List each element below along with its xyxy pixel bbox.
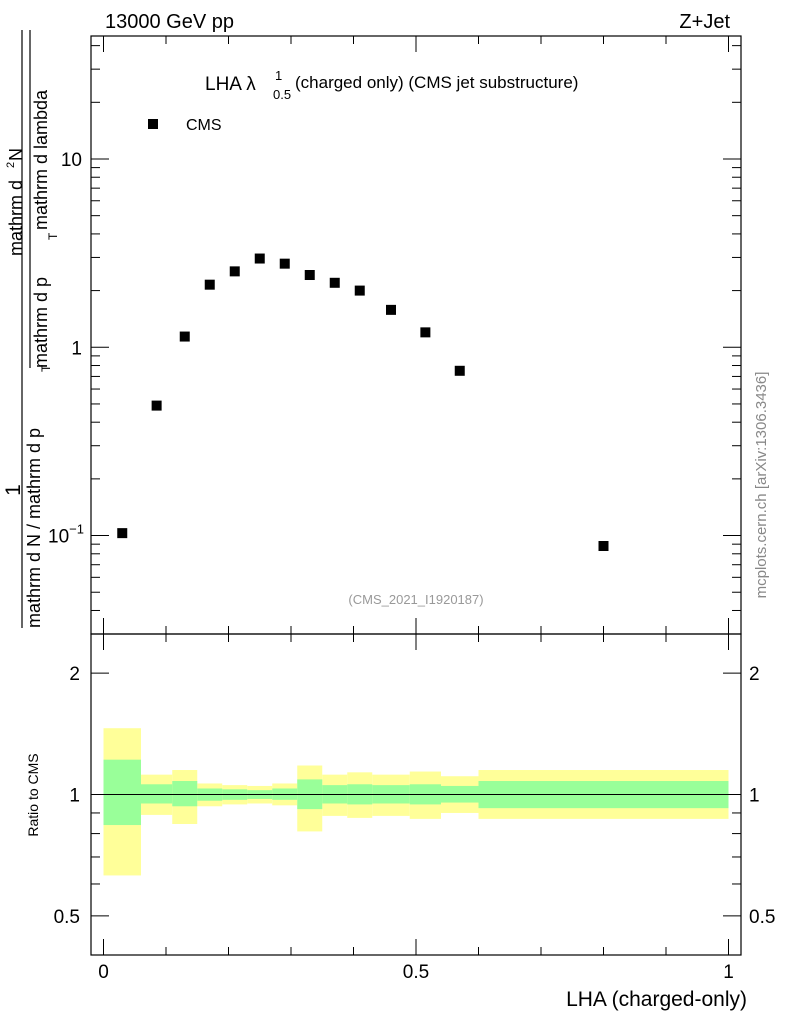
cms-data-point [229,266,240,277]
x-tick-label: 0 [98,962,109,983]
x-axis-label: LHA (charged-only) [566,988,747,1011]
ratio-y-tick-label-left: 0.5 [54,907,80,928]
ratio-y-tick-label-left: 2 [69,664,80,685]
mcplots-side-label: mcplots.cern.ch [arXiv:1306.3436] [753,372,770,599]
cms-data-point [151,400,162,411]
cms-data-point [117,528,128,539]
x-tick-label: 0.5 [403,962,429,983]
analysis-watermark: (CMS_2021_I1920187) [348,592,483,607]
axes [90,35,742,956]
y-tick-label: 10 [61,150,82,171]
cms-data-point [386,304,396,315]
plot-title: LHA λ [205,74,256,95]
legend-marker [148,119,158,129]
y-label-frac-numerator: mathrm d [6,180,26,256]
cms-data-point [598,541,609,552]
ratio-y-tick-label-right: 0.5 [749,907,775,928]
x-tick-label: 1 [723,962,734,983]
main-y-axis-label: 1 mathrm d N / mathrm d p T mathrm d 2 N… [2,30,60,628]
y-label-frac-denominator-sub: T [46,232,60,240]
cms-data-point [354,285,365,296]
cms-data-point [304,270,315,281]
y-label-denominator-sub: T [39,364,53,372]
ratio-y-tick-label-left: 1 [69,786,80,807]
plot-title-subscript: 0.5 [273,87,291,102]
y-label-frac-sup: 2 [5,162,17,168]
cms-data-point [179,331,190,342]
cms-data-point [279,258,290,269]
y-tick-label: 1 [71,338,82,359]
cms-data-point [254,253,265,264]
y-label-one: 1 [2,484,25,496]
cms-data-markers [117,253,609,552]
header-energy-label: 13000 GeV pp [105,11,234,33]
cms-data-point [420,327,431,338]
y-tick-label-base: 10 [48,527,69,548]
y-tick-label-exponent: −1 [69,522,84,537]
y-label-frac-numerator-text: mathrm d [6,180,26,256]
plot-title-superscript: 1 [275,68,282,83]
ratio-inner-band [172,781,198,807]
ratio-inner-band [103,759,141,826]
y-label-denominator-left: mathrm d N / mathrm d p [24,428,44,628]
ratio-y-tick-label-right: 2 [749,664,760,685]
plot-title-prefix: LHA [205,74,246,95]
plot-title-lambda: λ [246,74,256,95]
ratio-y-tick-label-right: 1 [749,786,760,807]
y-label-frac-denominator-left: mathrm d p [31,277,51,368]
plot-title-suffix: (charged only) (CMS jet substructure) [295,73,578,92]
cms-data-point [329,277,340,288]
cms-data-point [454,365,465,376]
y-label-frac-numerator-tail: N [6,148,26,161]
y-tick-label: 10−1 [48,522,84,548]
ratio-inner-band [141,784,173,804]
ratio-y-axis-label: Ratio to CMS [25,753,41,836]
legend-label: CMS [186,117,222,134]
ratio-bands [103,728,729,876]
cms-data-point [204,279,215,290]
y-label-frac-denominator-right: mathrm d lambda [31,89,51,230]
y-label-denominator: mathrm d N / mathrm d p [24,428,44,628]
header-process-label: Z+Jet [679,11,730,33]
y-label-frac-denominator: mathrm d p [31,277,51,368]
